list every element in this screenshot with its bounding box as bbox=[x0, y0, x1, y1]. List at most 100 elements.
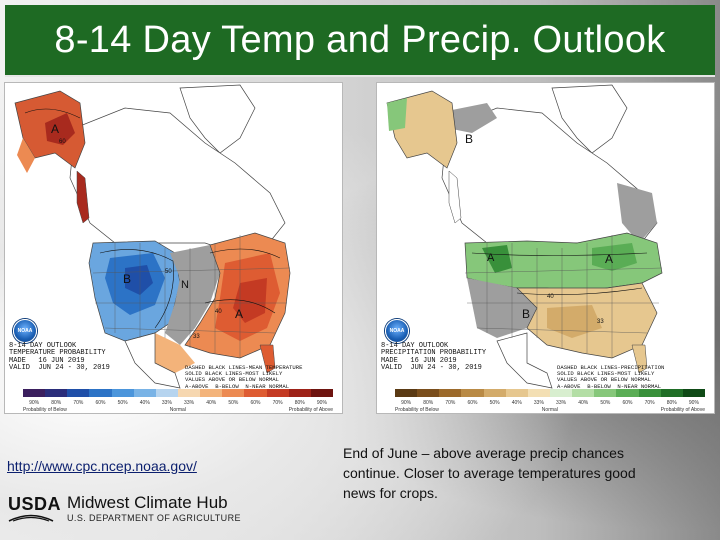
scale-swatch bbox=[155, 389, 178, 397]
scale-swatch bbox=[288, 389, 311, 397]
precipitation-outlook-map: B A A B 40 33 NOAA 8-14 DAY OUTLOOK PREC… bbox=[376, 82, 715, 414]
center-label: N bbox=[181, 279, 189, 291]
scale-label: 90% bbox=[316, 400, 327, 406]
temperature-color-scale bbox=[23, 389, 333, 397]
probability-below-caption: Probability of Below bbox=[395, 407, 439, 413]
scale-swatch bbox=[133, 389, 156, 397]
usda-text-block: Midwest Climate Hub U.S. DEPARTMENT OF A… bbox=[67, 493, 241, 523]
scale-swatch bbox=[89, 389, 112, 397]
scale-swatch bbox=[594, 389, 617, 397]
scale-label: 33% bbox=[556, 400, 567, 406]
scale-swatch bbox=[483, 389, 506, 397]
south-label: B bbox=[522, 307, 530, 321]
pct-label-2: 33 bbox=[597, 319, 604, 325]
scale-label: 70% bbox=[73, 400, 84, 406]
scale-swatch bbox=[244, 389, 267, 397]
precipitation-scale-captions: Probability of Below Normal Probability … bbox=[395, 407, 705, 413]
scale-label: 90% bbox=[688, 400, 699, 406]
outlook-note: End of June – above average precip chanc… bbox=[343, 445, 636, 501]
probability-above-caption: Probability of Above bbox=[660, 407, 705, 413]
scale-swatch bbox=[111, 389, 134, 397]
scale-label: 60% bbox=[250, 400, 261, 406]
hub-name: Midwest Climate Hub bbox=[67, 493, 228, 512]
scale-label: 80% bbox=[666, 400, 677, 406]
scale-label: 70% bbox=[644, 400, 655, 406]
scale-swatch bbox=[45, 389, 68, 397]
scale-label: 90% bbox=[29, 400, 40, 406]
north-label: A bbox=[487, 252, 495, 264]
scale-label: 80% bbox=[423, 400, 434, 406]
scale-label: 40% bbox=[511, 400, 522, 406]
scale-label: 60% bbox=[95, 400, 106, 406]
scale-swatch bbox=[461, 389, 484, 397]
scale-label: 90% bbox=[401, 400, 412, 406]
scale-swatch bbox=[527, 389, 550, 397]
probability-below-caption: Probability of Below bbox=[23, 407, 67, 413]
scale-swatch bbox=[638, 389, 661, 397]
west-label: B bbox=[123, 272, 131, 286]
scale-swatch bbox=[439, 389, 462, 397]
scale-swatch bbox=[616, 389, 639, 397]
scale-swatch bbox=[395, 389, 418, 397]
pct-label-4: 33 bbox=[193, 334, 200, 340]
noaa-logo: NOAA bbox=[385, 319, 409, 343]
scale-swatch bbox=[310, 389, 333, 397]
temperature-key-caption: DASHED BLACK LINES-MEAN TEMPERATURE SOLI… bbox=[185, 364, 303, 390]
scale-swatch bbox=[200, 389, 223, 397]
usda-mark: USDA bbox=[8, 495, 61, 522]
scale-label: 60% bbox=[622, 400, 633, 406]
scale-label: 40% bbox=[139, 400, 150, 406]
scale-label: 40% bbox=[206, 400, 217, 406]
usda-field-icon bbox=[8, 514, 54, 522]
precipitation-map-graphic: B A A B 40 33 bbox=[377, 83, 714, 413]
scale-label: 60% bbox=[467, 400, 478, 406]
scale-label: 50% bbox=[600, 400, 611, 406]
slide-title: 8-14 Day Temp and Precip. Outlook bbox=[54, 18, 666, 61]
scale-label: 80% bbox=[294, 400, 305, 406]
scale-label: 33% bbox=[161, 400, 172, 406]
scale-swatch bbox=[266, 389, 289, 397]
title-bar: 8-14 Day Temp and Precip. Outlook bbox=[5, 5, 715, 77]
center-label: A bbox=[605, 252, 613, 266]
scale-swatch bbox=[682, 389, 705, 397]
normal-caption: Normal bbox=[169, 407, 186, 413]
scale-swatch bbox=[177, 389, 201, 397]
alaska-label: A bbox=[51, 122, 59, 136]
scale-label: 70% bbox=[272, 400, 283, 406]
scale-swatch bbox=[572, 389, 595, 397]
pct-label-3: 40 bbox=[215, 309, 222, 315]
precipitation-scale-labels: 90% 80% 70% 60% 50% 40% 33% 33% 40% 50% 60% 70% 80% 9… bbox=[395, 400, 705, 406]
precipitation-caption: 8-14 DAY OUTLOOK PRECIPITATION PROBABILI… bbox=[381, 342, 487, 373]
temperature-scale-labels: 90% 80% 70% 60% 50% 40% 33% 33% 40% 50% 60% 70% 80% 9… bbox=[23, 400, 333, 406]
scale-swatch bbox=[417, 389, 440, 397]
scale-label: 50% bbox=[489, 400, 500, 406]
scale-swatch bbox=[549, 389, 573, 397]
scale-swatch bbox=[505, 389, 528, 397]
noaa-logo: NOAA bbox=[13, 319, 37, 343]
temperature-scale-captions: Probability of Below Normal Probability … bbox=[23, 407, 333, 413]
scale-label: 33% bbox=[533, 400, 544, 406]
east-label: A bbox=[235, 307, 243, 321]
scale-swatch bbox=[23, 389, 46, 397]
pct-label-1: 60 bbox=[59, 139, 66, 145]
temperature-caption: 8-14 DAY OUTLOOK TEMPERATURE PROBABILITY… bbox=[9, 342, 110, 373]
usda-footer-logo: USDA Midwest Climate Hub U.S. DEPARTMENT… bbox=[8, 493, 241, 523]
normal-caption: Normal bbox=[541, 407, 558, 413]
usda-wordmark: USDA bbox=[8, 493, 62, 514]
precipitation-color-scale bbox=[395, 389, 705, 397]
temperature-outlook-map: A B N A 60 50 40 33 NOAA 8-14 DAY OUTLOO… bbox=[4, 82, 343, 414]
scale-label: 70% bbox=[445, 400, 456, 406]
alaska-label: B bbox=[465, 132, 473, 146]
pct-label-2: 50 bbox=[165, 269, 172, 275]
scale-label: 50% bbox=[117, 400, 128, 406]
scale-label: 40% bbox=[578, 400, 589, 406]
department-name: U.S. DEPARTMENT OF AGRICULTURE bbox=[67, 513, 241, 523]
precipitation-key-caption: DASHED BLACK LINES-PRECIPITATION SOLID B… bbox=[557, 364, 665, 390]
pct-label-1: 40 bbox=[547, 294, 554, 300]
scale-label: 50% bbox=[228, 400, 239, 406]
probability-above-caption: Probability of Above bbox=[288, 407, 333, 413]
scale-swatch bbox=[67, 389, 90, 397]
scale-label: 80% bbox=[51, 400, 62, 406]
cpc-link[interactable]: http://www.cpc.ncep.noaa.gov/ bbox=[7, 458, 197, 474]
scale-swatch bbox=[660, 389, 683, 397]
